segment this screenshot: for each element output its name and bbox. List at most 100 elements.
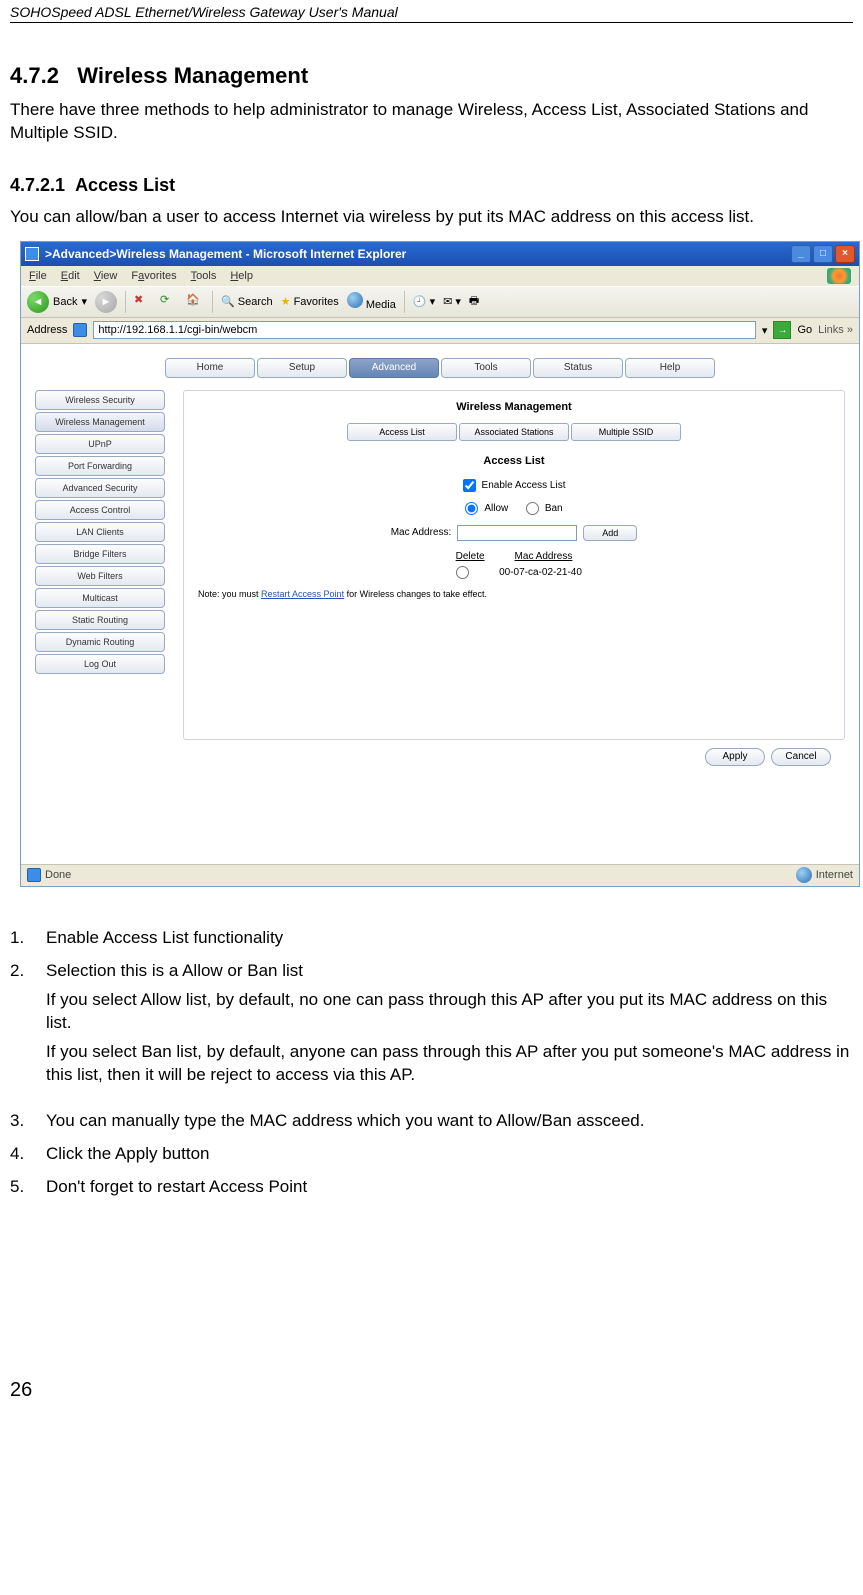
sidebar-item-multicast[interactable]: Multicast (35, 588, 165, 608)
menu-favorites[interactable]: Favorites (131, 270, 176, 282)
window-title: >Advanced>Wireless Management - Microsof… (45, 247, 406, 261)
step-1: Enable Access List functionality (10, 927, 853, 950)
section-intro: There have three methods to help adminis… (10, 99, 853, 145)
internet-zone-icon (796, 867, 812, 883)
refresh-icon[interactable]: ⟳ (160, 293, 178, 311)
tab-home[interactable]: Home (165, 358, 255, 378)
section-title: Wireless Management (77, 63, 308, 88)
search-button[interactable]: 🔍 Search (221, 295, 273, 308)
address-input[interactable] (93, 321, 756, 339)
mac-address-label: Mac Address: (391, 527, 452, 538)
step-4: Click the Apply button (10, 1143, 853, 1166)
status-ie-icon (27, 868, 41, 882)
status-done: Done (45, 869, 71, 881)
sidebar-item-port-forwarding[interactable]: Port Forwarding (35, 456, 165, 476)
close-button[interactable]: × (835, 245, 855, 263)
page-content: Home Setup Advanced Tools Status Help Wi… (21, 344, 859, 864)
restart-note: Note: you must Restart Access Point for … (198, 589, 830, 599)
subsection-heading: 4.7.2.1 Access List (10, 175, 853, 196)
windows-flag-icon (827, 268, 851, 284)
restart-link[interactable]: Restart Access Point (261, 589, 344, 599)
mac-address-input[interactable] (457, 525, 577, 541)
config-panel: Wireless Management Access List Associat… (183, 390, 845, 740)
window-titlebar: >Advanced>Wireless Management - Microsof… (21, 242, 859, 266)
ban-radio[interactable] (526, 502, 539, 515)
maximize-button[interactable]: □ (813, 245, 833, 263)
step-2: Selection this is a Allow or Ban list If… (10, 960, 853, 1087)
menu-edit[interactable]: Edit (61, 270, 80, 282)
home-icon[interactable]: 🏠 (186, 293, 204, 311)
mail-icon[interactable]: ✉ ▾ (443, 295, 461, 308)
delete-radio[interactable] (456, 566, 469, 579)
sub-tabs: Access List Associated Stations Multiple… (198, 423, 830, 441)
subsection-title: Access List (75, 175, 175, 195)
status-zone: Internet (816, 869, 853, 881)
favorites-button[interactable]: ★ Favorites (281, 295, 339, 308)
subtab-multiple-ssid[interactable]: Multiple SSID (571, 423, 681, 441)
instruction-steps: Enable Access List functionality Selecti… (10, 927, 853, 1199)
subsection-body: You can allow/ban a user to access Inter… (10, 206, 853, 229)
tab-help[interactable]: Help (625, 358, 715, 378)
section-title: Access List (198, 455, 830, 467)
menu-bar: File Edit View Favorites Tools Help (21, 266, 859, 286)
section-heading: 4.7.2 Wireless Management (10, 63, 853, 89)
tab-status[interactable]: Status (533, 358, 623, 378)
menu-file[interactable]: File (29, 270, 47, 282)
subtab-access-list[interactable]: Access List (347, 423, 457, 441)
sidebar-item-bridge-filters[interactable]: Bridge Filters (35, 544, 165, 564)
step-5: Don't forget to restart Access Point (10, 1176, 853, 1199)
print-icon[interactable]: 🖶 (469, 292, 479, 311)
tab-setup[interactable]: Setup (257, 358, 347, 378)
sidebar-item-dynamic-routing[interactable]: Dynamic Routing (35, 632, 165, 652)
page-icon (73, 323, 87, 337)
sidebar: Wireless Security Wireless Management UP… (35, 390, 165, 774)
stop-icon[interactable]: ✖ (134, 293, 152, 311)
cancel-button[interactable]: Cancel (771, 748, 831, 766)
subsection-num: 4.7.2.1 (10, 175, 65, 195)
sidebar-item-static-routing[interactable]: Static Routing (35, 610, 165, 630)
ban-label: Ban (545, 503, 563, 514)
tab-tools[interactable]: Tools (441, 358, 531, 378)
back-button[interactable]: ◄Back ▾ (27, 291, 87, 313)
step-2a: If you select Allow list, by default, no… (46, 989, 853, 1035)
sidebar-item-access-control[interactable]: Access Control (35, 500, 165, 520)
sidebar-item-log-out[interactable]: Log Out (35, 654, 165, 674)
history-icon[interactable]: 🕘 ▾ (413, 295, 435, 308)
address-bar: Address ▾ → Go Links » (21, 318, 859, 344)
menu-tools[interactable]: Tools (191, 270, 217, 282)
enable-access-list-label: Enable Access List (482, 480, 566, 491)
sidebar-item-upnp[interactable]: UPnP (35, 434, 165, 454)
sidebar-item-lan-clients[interactable]: LAN Clients (35, 522, 165, 542)
forward-button[interactable]: ► (95, 291, 117, 313)
panel-title: Wireless Management (198, 401, 830, 413)
menu-view[interactable]: View (94, 270, 118, 282)
tab-advanced[interactable]: Advanced (349, 358, 439, 378)
add-button[interactable]: Add (583, 525, 637, 541)
go-button[interactable]: → (773, 321, 791, 339)
sidebar-item-advanced-security[interactable]: Advanced Security (35, 478, 165, 498)
allow-radio[interactable] (465, 502, 478, 515)
mac-value: 00-07-ca-02-21-40 (499, 567, 582, 578)
minimize-button[interactable]: _ (791, 245, 811, 263)
subtab-associated-stations[interactable]: Associated Stations (459, 423, 569, 441)
sidebar-item-web-filters[interactable]: Web Filters (35, 566, 165, 586)
menu-help[interactable]: Help (230, 270, 253, 282)
browser-window: >Advanced>Wireless Management - Microsof… (20, 241, 860, 887)
address-label: Address (27, 324, 67, 336)
enable-access-list-checkbox[interactable] (463, 479, 476, 492)
ie-icon (25, 247, 39, 261)
links-label[interactable]: Links » (818, 324, 853, 336)
page-number: 26 (10, 1379, 853, 1402)
main-tabs: Home Setup Advanced Tools Status Help (21, 344, 859, 390)
allow-label: Allow (484, 503, 508, 514)
mac-table: Delete Mac Address 00-07-ca-02-21-40 (198, 551, 830, 579)
sidebar-item-wireless-management[interactable]: Wireless Management (35, 412, 165, 432)
section-num: 4.7.2 (10, 63, 59, 88)
sidebar-item-wireless-security[interactable]: Wireless Security (35, 390, 165, 410)
step-2b: If you select Ban list, by default, anyo… (46, 1041, 853, 1087)
media-button[interactable]: Media (347, 292, 396, 311)
apply-button[interactable]: Apply (705, 748, 765, 766)
th-mac: Mac Address (515, 551, 573, 562)
go-label: Go (797, 324, 812, 336)
step-3: You can manually type the MAC address wh… (10, 1110, 853, 1133)
